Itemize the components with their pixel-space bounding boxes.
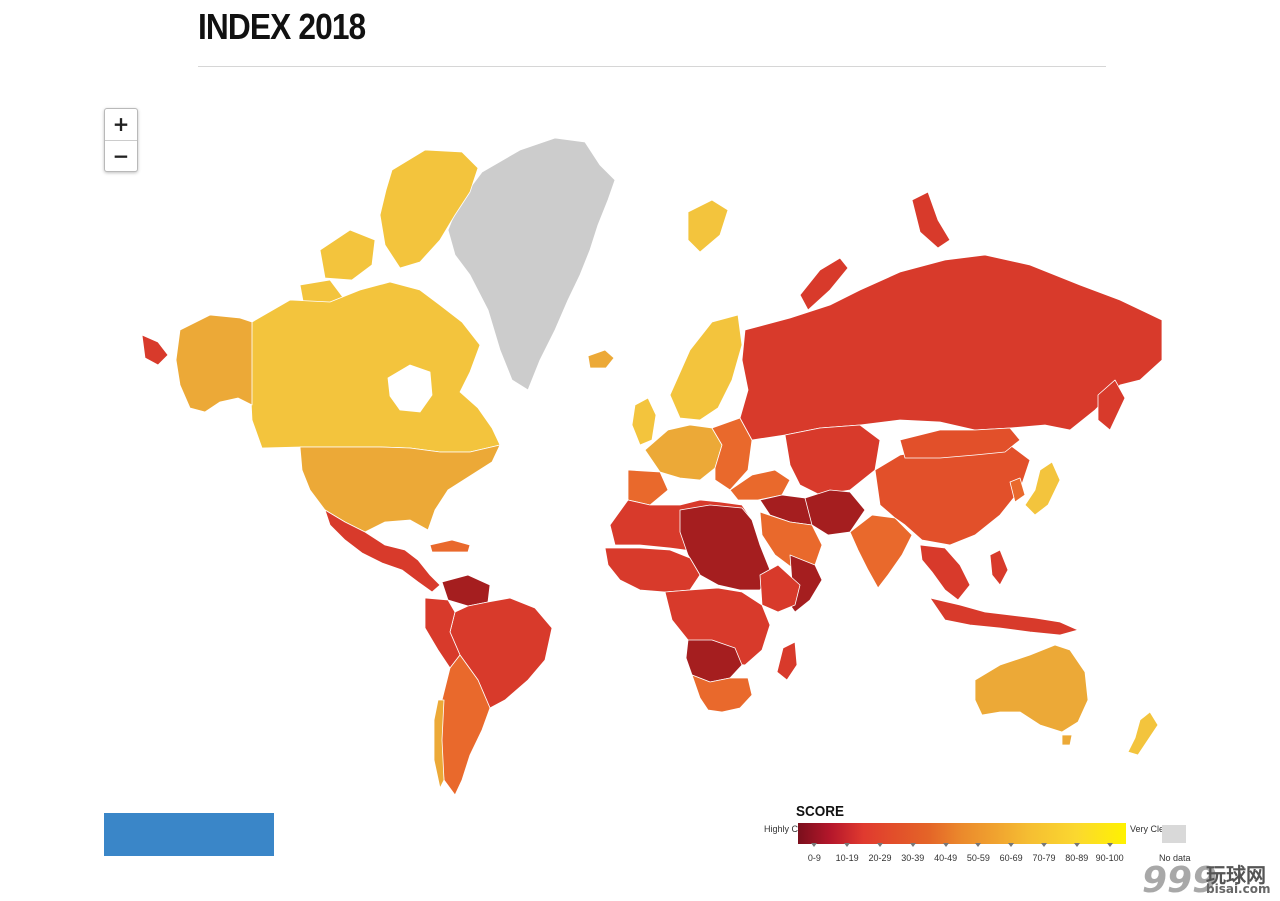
region-madagascar[interactable] bbox=[776, 641, 798, 681]
region-chukotka-west[interactable] bbox=[141, 334, 169, 366]
zoom-out-button[interactable]: − bbox=[105, 140, 137, 172]
legend-range-label: 20-29 bbox=[868, 853, 892, 863]
legend-tick bbox=[1073, 843, 1080, 847]
legend-tick bbox=[877, 843, 883, 847]
legend-low-label: Highly Corrupt bbox=[764, 824, 822, 834]
legend-tick bbox=[1041, 843, 1047, 847]
region-tasmania[interactable] bbox=[1061, 734, 1073, 746]
legend-range-label: 90-100 bbox=[1095, 853, 1124, 863]
region-mexico[interactable] bbox=[324, 509, 441, 593]
legend-range-label: 0-9 bbox=[807, 853, 821, 863]
region-svalbard[interactable] bbox=[687, 199, 729, 253]
legend-tick bbox=[811, 843, 818, 847]
region-alaska[interactable] bbox=[175, 314, 253, 413]
legend-range-label: 80-89 bbox=[1065, 853, 1089, 863]
region-canada-arctic[interactable] bbox=[379, 149, 479, 269]
region-caribbean[interactable] bbox=[429, 539, 471, 553]
water-hudson-bay bbox=[387, 364, 433, 413]
legend-tick bbox=[1008, 843, 1015, 847]
region-iceland[interactable] bbox=[587, 349, 615, 369]
legend-range-label: 50-59 bbox=[966, 853, 990, 863]
region-australia[interactable] bbox=[974, 644, 1089, 733]
region-canada[interactable] bbox=[249, 281, 501, 453]
region-central-asia[interactable] bbox=[784, 424, 881, 496]
watermark-chinese-text: 玩球网 bbox=[1206, 863, 1266, 887]
region-canada-islands-west[interactable] bbox=[319, 229, 376, 281]
region-turkey[interactable] bbox=[729, 469, 791, 501]
region-kamchatka[interactable] bbox=[1097, 379, 1126, 431]
region-southern-africa[interactable] bbox=[691, 674, 753, 713]
watermark-site: bisai.com bbox=[1206, 882, 1271, 896]
region-russia[interactable] bbox=[739, 254, 1163, 441]
region-india[interactable] bbox=[849, 514, 913, 589]
title-divider bbox=[198, 66, 1106, 67]
zoom-in-button[interactable]: + bbox=[112, 112, 130, 136]
legend-ticks bbox=[798, 843, 1126, 849]
zoom-control: + − bbox=[104, 108, 138, 172]
legend-tick bbox=[1106, 843, 1113, 847]
region-novaya-zemlya[interactable] bbox=[799, 257, 849, 311]
region-indonesia[interactable] bbox=[929, 597, 1079, 636]
legend-tick bbox=[909, 843, 916, 847]
blue-banner[interactable] bbox=[104, 813, 274, 856]
region-severnaya-zemlya[interactable] bbox=[911, 191, 951, 249]
region-west-africa[interactable] bbox=[604, 547, 701, 593]
legend-tick bbox=[975, 843, 982, 847]
region-korea[interactable] bbox=[1009, 477, 1026, 503]
region-mongolia[interactable] bbox=[899, 427, 1021, 459]
no-data-label: No data bbox=[1159, 853, 1191, 863]
region-philippines[interactable] bbox=[989, 549, 1009, 586]
legend-color-scale bbox=[798, 823, 1126, 844]
legend-range-label: 30-39 bbox=[901, 853, 925, 863]
region-iran-afghanistan[interactable] bbox=[804, 489, 866, 536]
watermark-logo: 999 玩球网 bisai.com bbox=[1142, 858, 1280, 901]
no-data-swatch bbox=[1162, 825, 1186, 843]
legend-tick bbox=[844, 843, 851, 847]
region-libya-sudan[interactable] bbox=[679, 504, 771, 591]
region-southeast-asia[interactable] bbox=[919, 544, 971, 601]
legend-range-label: 60-69 bbox=[999, 853, 1023, 863]
legend-tick bbox=[942, 843, 949, 847]
legend-high-label: Very Clean bbox=[1130, 824, 1175, 834]
region-greenland[interactable] bbox=[447, 137, 616, 391]
watermark-number: 999 bbox=[1142, 860, 1218, 901]
legend-range-label: 40-49 bbox=[934, 853, 958, 863]
legend-range-label: 10-19 bbox=[835, 853, 859, 863]
region-iberia[interactable] bbox=[627, 469, 669, 506]
region-uk[interactable] bbox=[631, 397, 657, 446]
region-chile-south[interactable] bbox=[433, 699, 445, 789]
page-title: INDEX 2018 bbox=[198, 6, 366, 47]
legend-title: SCORE bbox=[796, 803, 845, 820]
region-new-zealand[interactable] bbox=[1127, 711, 1159, 756]
legend-range-label: 70-79 bbox=[1032, 853, 1056, 863]
region-japan[interactable] bbox=[1024, 461, 1061, 516]
region-scandinavia[interactable] bbox=[669, 314, 743, 421]
legend-range-labels: 0-9 10-19 20-29 30-39 40-49 50-59 60-69 70-79 80… bbox=[798, 853, 1126, 865]
